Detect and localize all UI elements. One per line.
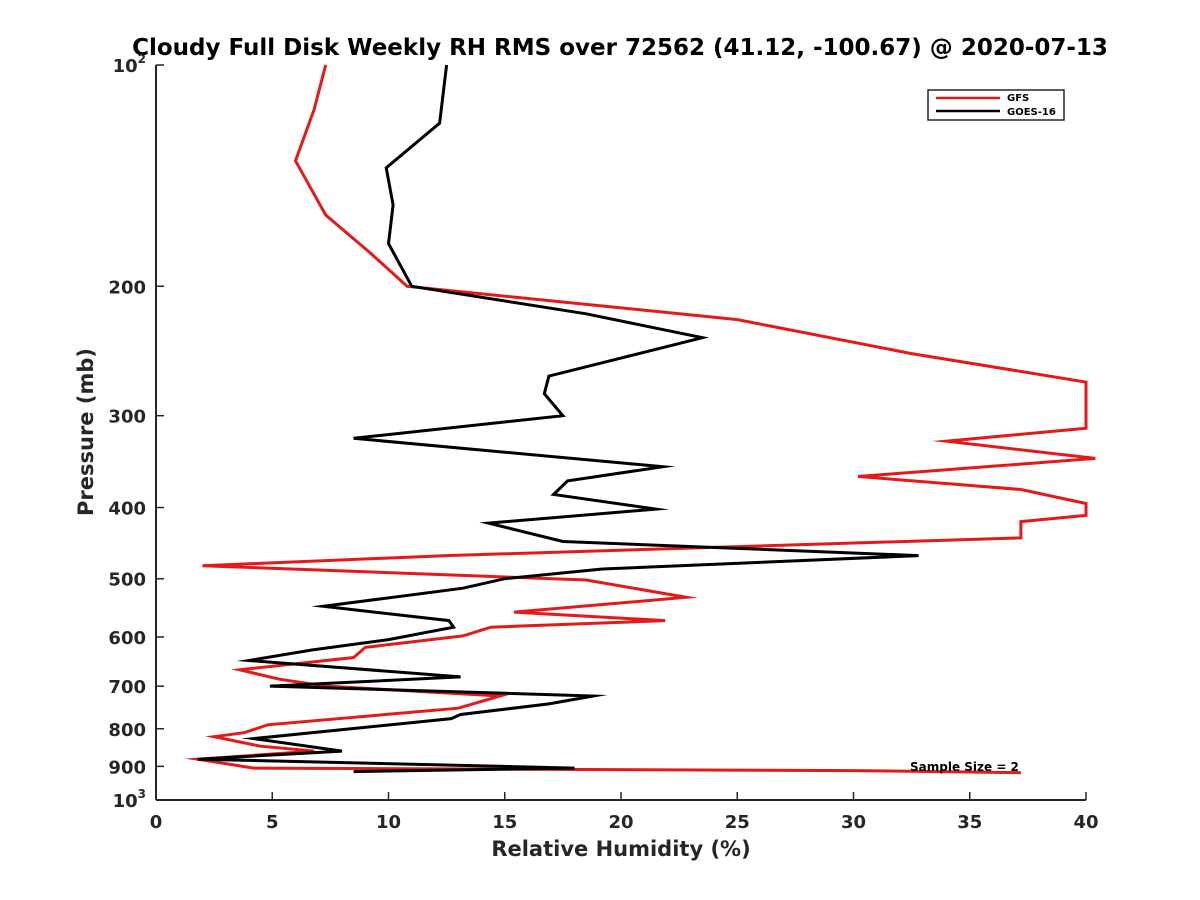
x-tick-label: 40 — [1073, 812, 1098, 833]
legend-label-goes16: GOES-16 — [1007, 107, 1056, 118]
series-layer — [184, 64, 1096, 775]
x-tick-label: 10 — [376, 812, 401, 833]
legend-box — [927, 89, 1065, 121]
x-tick-label: 25 — [725, 812, 750, 833]
x-ticks: 0 5 10 15 20 25 30 35 40 — [150, 792, 1099, 833]
x-tick-label: 0 — [150, 812, 163, 833]
y-tick-label: 500 — [108, 570, 146, 591]
x-tick-label: 15 — [492, 812, 517, 833]
x-tick-label: 35 — [957, 812, 982, 833]
legend: GFS GOES-16 — [927, 89, 1065, 121]
series-line-goes16 — [197, 64, 919, 774]
sample-size-annotation: Sample Size = 2 — [910, 760, 1019, 774]
y-tick-label: 900 — [108, 757, 146, 778]
y-tick-label: 800 — [108, 720, 146, 741]
x-tick-label: 30 — [841, 812, 866, 833]
chart-title: Cloudy Full Disk Weekly RH RMS over 7256… — [132, 35, 1108, 61]
y-tick-label: 200 — [108, 277, 146, 298]
y-tick-label: 700 — [108, 677, 146, 698]
y-tick-label: 400 — [108, 499, 146, 520]
legend-label-gfs: GFS — [1007, 93, 1029, 104]
y-tick-label: 300 — [108, 407, 146, 428]
x-tick-label: 20 — [608, 812, 633, 833]
y-axis-label: Pressure (mb) — [74, 348, 98, 516]
y-tick-label: 102 — [113, 52, 146, 77]
x-tick-label: 5 — [266, 812, 279, 833]
y-ticks: 102 200 300 400 500 600 700 800 900 103 — [108, 52, 164, 812]
y-tick-label: 103 — [113, 787, 146, 812]
x-axis-label: Relative Humidity (%) — [491, 837, 750, 861]
y-tick-label: 600 — [108, 628, 146, 649]
series-line-gfs — [184, 64, 1096, 775]
